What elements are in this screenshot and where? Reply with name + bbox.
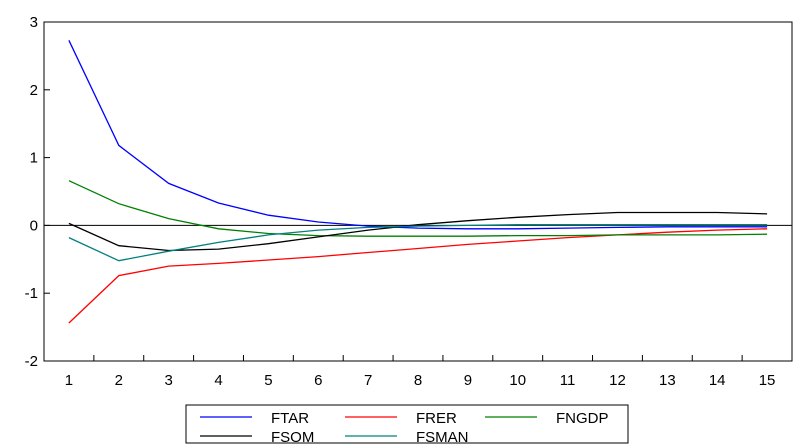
y-tick-label: 0 [30, 217, 38, 234]
legend-label-fngdp: FNGDP [556, 410, 609, 427]
series-line-fngdp [68, 180, 768, 237]
y-tick-label: 2 [30, 82, 38, 99]
x-tick-label: 3 [164, 372, 172, 389]
x-tick-label: 14 [709, 372, 726, 389]
legend-label-fsman: FSMAN [416, 429, 469, 446]
x-axis: 1 2 3 4 5 6 7 8 9 10 11 12 13 14 15 [65, 355, 776, 389]
x-tick-label: 2 [115, 372, 123, 389]
series-lines [68, 40, 768, 324]
x-tick-label: 7 [364, 372, 372, 389]
series-line-fsom [68, 211, 768, 252]
x-tick-label: 1 [65, 372, 73, 389]
y-tick-label: -2 [25, 353, 38, 370]
legend-label-fsom: FSOM [271, 429, 314, 446]
x-tick-label: 6 [314, 372, 322, 389]
plot-frame [43, 21, 793, 362]
series-line-ftar [68, 40, 768, 230]
legend: FTAR FRER FNGDP FSOM FSMAN [185, 404, 629, 446]
series-line-fsman [68, 224, 768, 262]
y-tick-label: -1 [25, 285, 38, 302]
x-tick-label: 10 [509, 372, 526, 389]
x-tick-label: 4 [214, 372, 222, 389]
y-tick-label: 3 [30, 14, 38, 31]
x-tick-label: 15 [759, 372, 776, 389]
y-axis: -2 -1 0 1 2 3 [25, 14, 50, 370]
x-tick-label: 12 [609, 372, 626, 389]
legend-box [185, 404, 629, 444]
y-tick-label: 1 [30, 150, 38, 167]
x-tick-label: 11 [560, 372, 576, 389]
series-line-frer [68, 228, 768, 324]
x-tick-label: 8 [414, 372, 422, 389]
x-tick-label: 9 [464, 372, 472, 389]
x-tick-label: 13 [659, 372, 676, 389]
legend-label-ftar: FTAR [271, 410, 309, 427]
x-tick-label: 5 [264, 372, 272, 389]
legend-label-frer: FRER [416, 410, 457, 427]
